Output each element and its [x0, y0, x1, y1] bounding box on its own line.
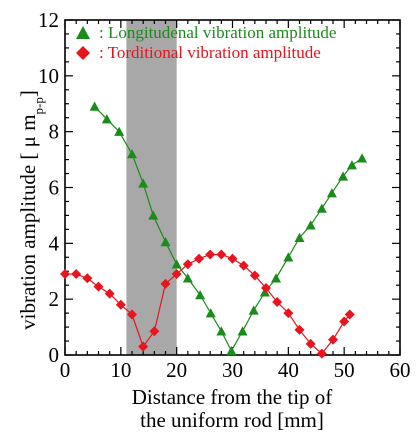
data-point [328, 334, 338, 345]
x-tick-label: 0 [60, 358, 71, 382]
data-point [138, 178, 149, 188]
data-point [316, 348, 327, 359]
data-point [171, 259, 182, 269]
legend-label: : Longitudenal vibration amplitude [99, 23, 336, 42]
data-point [171, 269, 182, 280]
series-triangle [89, 101, 368, 356]
data-point [237, 326, 248, 336]
y-tick-label: 6 [49, 176, 60, 200]
data-point [305, 338, 316, 349]
data-point [294, 232, 305, 242]
y-axis-label: vibration amplitude [ μ mp-p] [16, 90, 46, 330]
data-point [271, 273, 282, 283]
data-point [89, 101, 100, 111]
series-diamond [60, 249, 355, 359]
y-tick-label: 0 [49, 343, 60, 367]
x-axis-label-line2: the uniform rod [mm] [140, 408, 324, 432]
legend-triangle-icon [76, 25, 90, 39]
data-point [194, 253, 204, 264]
axis-ticks: 0 10 20 30 40 50 60 0 2 4 6 8 10 12 [38, 8, 411, 382]
data-point [326, 188, 337, 198]
data-point [226, 345, 237, 356]
data-point [127, 309, 137, 320]
x-tick-label: 30 [222, 358, 243, 382]
data-point [114, 126, 125, 136]
data-point [227, 253, 238, 264]
data-point [261, 283, 271, 293]
data-point [249, 270, 260, 281]
data-point [216, 249, 227, 260]
data-point [138, 341, 149, 352]
data-point [148, 210, 159, 220]
y-axis-label-main: vibration amplitude [ μ m [16, 114, 40, 329]
data-point [248, 305, 259, 315]
data-point [182, 259, 193, 270]
y-tick-label: 2 [49, 287, 60, 311]
data-point [195, 289, 206, 300]
y-tick-label: 8 [49, 120, 60, 144]
data-point [93, 281, 104, 292]
y-tick-label: 4 [49, 231, 60, 255]
data-point [149, 326, 160, 337]
data-point [339, 316, 350, 327]
data-point [338, 171, 349, 181]
data-point [283, 308, 294, 319]
data-point [346, 160, 357, 170]
legend-diamond-icon [76, 46, 90, 60]
legend-label: : Torditional vibration amplitude [99, 43, 321, 62]
data-point [316, 203, 327, 213]
x-tick-label: 40 [278, 358, 299, 382]
y-tick-label: 10 [38, 64, 59, 88]
data-point [216, 326, 227, 336]
x-tick-label: 60 [390, 358, 411, 382]
data-point [115, 299, 126, 310]
shaded-region [126, 20, 177, 355]
data-point [344, 309, 355, 320]
data-point [283, 252, 294, 262]
data-point [71, 269, 82, 280]
data-point [101, 114, 112, 124]
data-point [238, 260, 249, 271]
x-axis-label-line1: Distance from the tip of [132, 385, 333, 409]
y-axis-label-sub: p-p [31, 97, 46, 114]
y-tick-label: 12 [38, 8, 59, 32]
data-point [82, 273, 93, 284]
plot-frame [64, 19, 401, 356]
series-layer [60, 101, 368, 359]
x-tick-label: 20 [166, 358, 187, 382]
data-point [272, 296, 283, 307]
data-point [305, 220, 316, 230]
data-point [182, 273, 193, 283]
data-point [60, 269, 70, 280]
data-point [160, 278, 171, 289]
x-tick-label: 10 [110, 358, 131, 382]
data-point [294, 324, 305, 335]
data-point [104, 288, 115, 299]
data-point [205, 249, 216, 260]
legend: : Longitudenal vibration amplitude: Tord… [76, 23, 336, 62]
data-point [357, 153, 368, 163]
data-point [205, 308, 216, 318]
data-point [127, 149, 137, 159]
y-axis-label-end: ] [16, 90, 40, 97]
series-line [65, 253, 351, 355]
data-point [160, 236, 171, 247]
x-tick-label: 50 [334, 358, 355, 382]
